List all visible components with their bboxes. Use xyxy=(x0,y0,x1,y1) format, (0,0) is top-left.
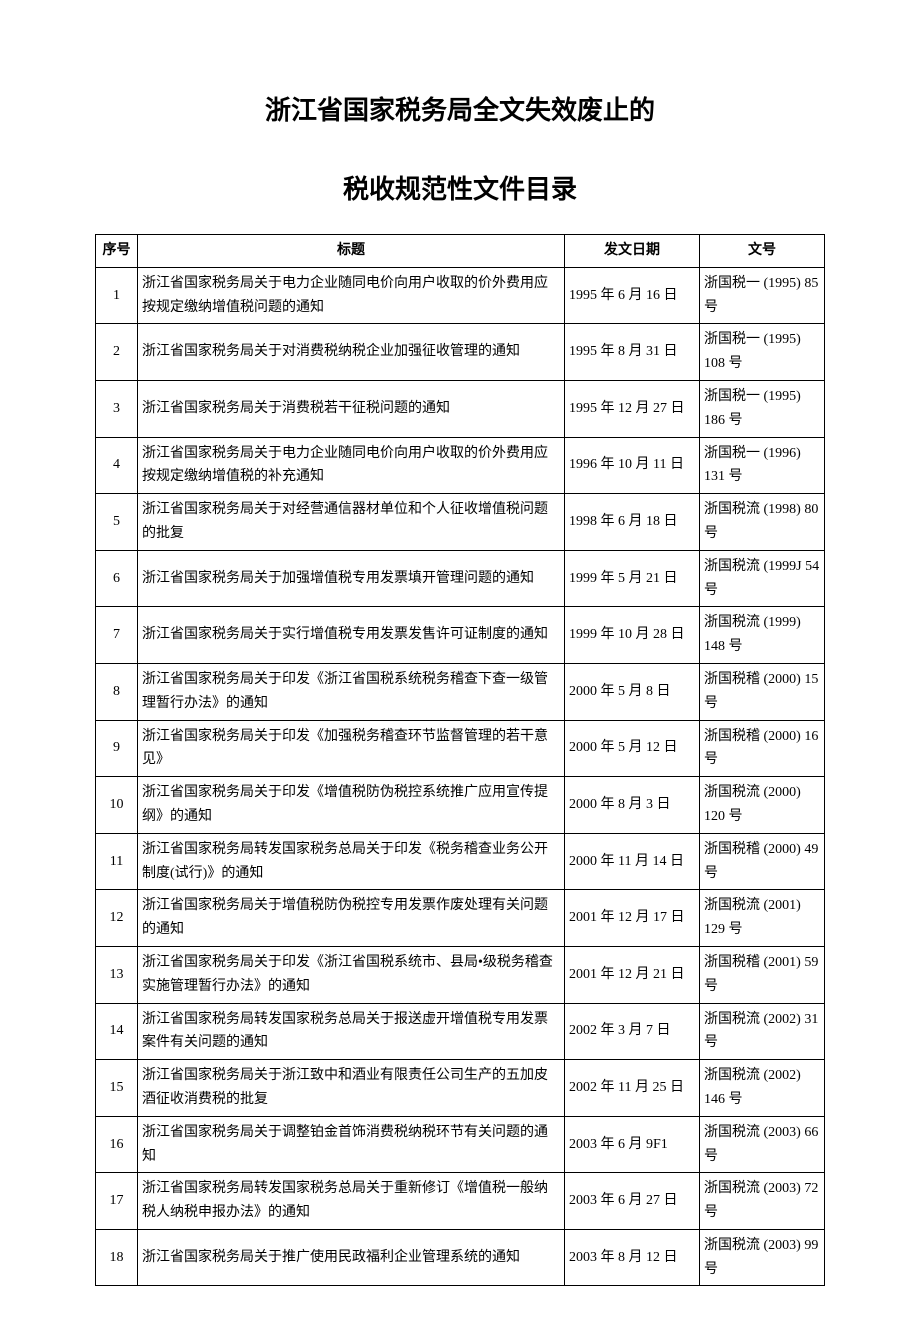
cell-seq: 5 xyxy=(96,494,138,551)
cell-date: 2002 年 3 月 7 日 xyxy=(565,1003,700,1060)
cell-title: 浙江省国家税务局关于推广使用民政福利企业管理系统的通知 xyxy=(138,1229,565,1286)
cell-date: 2003 年 8 月 12 日 xyxy=(565,1229,700,1286)
cell-docno: 浙国税稽 (2000) 49 号 xyxy=(700,833,825,890)
table-row: 4浙江省国家税务局关于电力企业随同电价向用户收取的价外费用应按规定缴纳增值税的补… xyxy=(96,437,825,494)
table-row: 13浙江省国家税务局关于印发《浙江省国税系统市、县局•级税务稽查实施管理暂行办法… xyxy=(96,946,825,1003)
cell-docno: 浙国税流 (2003) 99 号 xyxy=(700,1229,825,1286)
cell-docno: 浙国税流 (2002) 31 号 xyxy=(700,1003,825,1060)
cell-date: 2003 年 6 月 9F1 xyxy=(565,1116,700,1173)
cell-docno: 浙国税一 (1995) 186 号 xyxy=(700,380,825,437)
cell-seq: 6 xyxy=(96,550,138,607)
cell-date: 1999 年 5 月 21 日 xyxy=(565,550,700,607)
cell-seq: 16 xyxy=(96,1116,138,1173)
col-seq: 序号 xyxy=(96,235,138,268)
cell-date: 1995 年 12 月 27 日 xyxy=(565,380,700,437)
table-row: 3浙江省国家税务局关于消费税若干征税问题的通知1995 年 12 月 27 日浙… xyxy=(96,380,825,437)
cell-date: 1996 年 10 月 11 日 xyxy=(565,437,700,494)
cell-title: 浙江省国家税务局转发国家税务总局关于印发《税务稽查业务公开制度(试行)》的通知 xyxy=(138,833,565,890)
col-docno: 文号 xyxy=(700,235,825,268)
cell-date: 2002 年 11 月 25 日 xyxy=(565,1060,700,1117)
cell-date: 2001 年 12 月 17 日 xyxy=(565,890,700,947)
cell-docno: 浙国税流 (2003) 72 号 xyxy=(700,1173,825,1230)
table-row: 6浙江省国家税务局关于加强增值税专用发票填开管理问题的通知1999 年 5 月 … xyxy=(96,550,825,607)
cell-docno: 浙国税一 (1995) 85 号 xyxy=(700,267,825,324)
cell-seq: 3 xyxy=(96,380,138,437)
cell-title: 浙江省国家税务局关于印发《加强税务稽查环节监督管理的若干意见》 xyxy=(138,720,565,777)
table-row: 5浙江省国家税务局关于对经营通信器材单位和个人征收增值税问题的批复1998 年 … xyxy=(96,494,825,551)
cell-seq: 18 xyxy=(96,1229,138,1286)
cell-seq: 10 xyxy=(96,777,138,834)
cell-docno: 浙国税流 (1999) 148 号 xyxy=(700,607,825,664)
cell-title: 浙江省国家税务局关于对消费税纳税企业加强征收管理的通知 xyxy=(138,324,565,381)
cell-seq: 11 xyxy=(96,833,138,890)
cell-seq: 13 xyxy=(96,946,138,1003)
table-row: 2浙江省国家税务局关于对消费税纳税企业加强征收管理的通知1995 年 8 月 3… xyxy=(96,324,825,381)
cell-title: 浙江省国家税务局关于电力企业随同电价向用户收取的价外费用应按规定缴纳增值税的补充… xyxy=(138,437,565,494)
cell-date: 2000 年 11 月 14 日 xyxy=(565,833,700,890)
table-row: 18浙江省国家税务局关于推广使用民政福利企业管理系统的通知2003 年 8 月 … xyxy=(96,1229,825,1286)
cell-docno: 浙国税稽 (2001) 59 号 xyxy=(700,946,825,1003)
cell-docno: 浙国税流 (2002) 146 号 xyxy=(700,1060,825,1117)
cell-title: 浙江省国家税务局关于调整铂金首饰消费税纳税环节有关问题的通知 xyxy=(138,1116,565,1173)
page-title-1: 浙江省国家税务局全文失效废止的 xyxy=(95,90,825,127)
cell-title: 浙江省国家税务局关于加强增值税专用发票填开管理问题的通知 xyxy=(138,550,565,607)
cell-title: 浙江省国家税务局转发国家税务总局关于报送虚开增值税专用发票案件有关问题的通知 xyxy=(138,1003,565,1060)
cell-date: 2000 年 5 月 8 日 xyxy=(565,663,700,720)
cell-date: 2003 年 6 月 27 日 xyxy=(565,1173,700,1230)
cell-seq: 15 xyxy=(96,1060,138,1117)
cell-docno: 浙国税流 (2000) 120 号 xyxy=(700,777,825,834)
table-row: 11浙江省国家税务局转发国家税务总局关于印发《税务稽查业务公开制度(试行)》的通… xyxy=(96,833,825,890)
cell-title: 浙江省国家税务局关于印发《浙江省国税系统税务稽查下查一级管理暂行办法》的通知 xyxy=(138,663,565,720)
cell-date: 2000 年 8 月 3 日 xyxy=(565,777,700,834)
cell-title: 浙江省国家税务局关于电力企业随同电价向用户收取的价外费用应按规定缴纳增值税问题的… xyxy=(138,267,565,324)
cell-seq: 1 xyxy=(96,267,138,324)
cell-seq: 9 xyxy=(96,720,138,777)
col-date: 发文日期 xyxy=(565,235,700,268)
table-row: 7浙江省国家税务局关于实行增值税专用发票发售许可证制度的通知1999 年 10 … xyxy=(96,607,825,664)
cell-docno: 浙国税流 (2001) 129 号 xyxy=(700,890,825,947)
cell-title: 浙江省国家税务局关于增值税防伪税控专用发票作废处理有关问题的通知 xyxy=(138,890,565,947)
cell-seq: 14 xyxy=(96,1003,138,1060)
cell-seq: 2 xyxy=(96,324,138,381)
cell-docno: 浙国税稽 (2000) 15 号 xyxy=(700,663,825,720)
table-row: 9浙江省国家税务局关于印发《加强税务稽查环节监督管理的若干意见》2000 年 5… xyxy=(96,720,825,777)
table-row: 8浙江省国家税务局关于印发《浙江省国税系统税务稽查下查一级管理暂行办法》的通知2… xyxy=(96,663,825,720)
table-row: 10浙江省国家税务局关于印发《增值税防伪税控系统推广应用宣传提纲》的通知2000… xyxy=(96,777,825,834)
table-row: 16浙江省国家税务局关于调整铂金首饰消费税纳税环节有关问题的通知2003 年 6… xyxy=(96,1116,825,1173)
cell-title: 浙江省国家税务局转发国家税务总局关于重新修订《增值税一般纳税人纳税申报办法》的通… xyxy=(138,1173,565,1230)
cell-docno: 浙国税一 (1995) 108 号 xyxy=(700,324,825,381)
page-title-2: 税收规范性文件目录 xyxy=(95,169,825,206)
table-row: 14浙江省国家税务局转发国家税务总局关于报送虚开增值税专用发票案件有关问题的通知… xyxy=(96,1003,825,1060)
cell-seq: 4 xyxy=(96,437,138,494)
cell-seq: 12 xyxy=(96,890,138,947)
cell-date: 1995 年 6 月 16 日 xyxy=(565,267,700,324)
cell-date: 2000 年 5 月 12 日 xyxy=(565,720,700,777)
cell-date: 1998 年 6 月 18 日 xyxy=(565,494,700,551)
table-header-row: 序号 标题 发文日期 文号 xyxy=(96,235,825,268)
cell-title: 浙江省国家税务局关于消费税若干征税问题的通知 xyxy=(138,380,565,437)
cell-seq: 17 xyxy=(96,1173,138,1230)
cell-docno: 浙国税一 (1996) 131 号 xyxy=(700,437,825,494)
cell-date: 1995 年 8 月 31 日 xyxy=(565,324,700,381)
documents-table: 序号 标题 发文日期 文号 1浙江省国家税务局关于电力企业随同电价向用户收取的价… xyxy=(95,234,825,1286)
cell-title: 浙江省国家税务局关于对经营通信器材单位和个人征收增值税问题的批复 xyxy=(138,494,565,551)
cell-date: 1999 年 10 月 28 日 xyxy=(565,607,700,664)
cell-docno: 浙国税稽 (2000) 16 号 xyxy=(700,720,825,777)
cell-seq: 7 xyxy=(96,607,138,664)
table-row: 17浙江省国家税务局转发国家税务总局关于重新修订《增值税一般纳税人纳税申报办法》… xyxy=(96,1173,825,1230)
col-title: 标题 xyxy=(138,235,565,268)
table-row: 1浙江省国家税务局关于电力企业随同电价向用户收取的价外费用应按规定缴纳增值税问题… xyxy=(96,267,825,324)
cell-title: 浙江省国家税务局关于印发《增值税防伪税控系统推广应用宣传提纲》的通知 xyxy=(138,777,565,834)
cell-docno: 浙国税流 (1998) 80 号 xyxy=(700,494,825,551)
cell-date: 2001 年 12 月 21 日 xyxy=(565,946,700,1003)
cell-title: 浙江省国家税务局关于实行增值税专用发票发售许可证制度的通知 xyxy=(138,607,565,664)
cell-docno: 浙国税流 (2003) 66 号 xyxy=(700,1116,825,1173)
table-row: 15浙江省国家税务局关于浙江致中和酒业有限责任公司生产的五加皮酒征收消费税的批复… xyxy=(96,1060,825,1117)
table-row: 12浙江省国家税务局关于增值税防伪税控专用发票作废处理有关问题的通知2001 年… xyxy=(96,890,825,947)
cell-docno: 浙国税流 (1999J 54 号 xyxy=(700,550,825,607)
cell-seq: 8 xyxy=(96,663,138,720)
cell-title: 浙江省国家税务局关于浙江致中和酒业有限责任公司生产的五加皮酒征收消费税的批复 xyxy=(138,1060,565,1117)
cell-title: 浙江省国家税务局关于印发《浙江省国税系统市、县局•级税务稽查实施管理暂行办法》的… xyxy=(138,946,565,1003)
